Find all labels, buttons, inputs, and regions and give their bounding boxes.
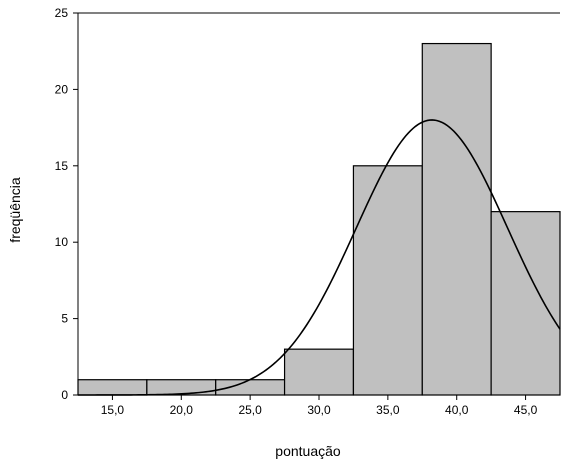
- x-tick-label: 45,0: [514, 403, 538, 417]
- x-tick-label: 25,0: [238, 403, 262, 417]
- histogram-bar: [490, 211, 561, 396]
- histogram-bar: [352, 165, 423, 396]
- y-tick-label: 20: [55, 82, 69, 96]
- y-tick-label: 15: [55, 159, 69, 173]
- histogram-bar: [283, 348, 355, 396]
- histogram-bar: [146, 379, 217, 396]
- histogram-bar: [77, 379, 148, 396]
- y-ticks: 0 5 10 15 20 25: [55, 6, 78, 402]
- y-tick-label: 5: [61, 312, 68, 326]
- x-ticks: 15,0 20,0 25,0 30,0 35,0 40,0 45,0: [101, 395, 538, 417]
- bars-group: [77, 42, 561, 396]
- x-tick-label: 35,0: [376, 403, 400, 417]
- x-tick-label: 20,0: [170, 403, 194, 417]
- y-tick-label: 0: [61, 388, 68, 402]
- y-tick-label: 10: [55, 235, 69, 249]
- histogram-bar: [421, 42, 492, 396]
- x-tick-label: 15,0: [101, 403, 125, 417]
- x-tick-label: 40,0: [445, 403, 469, 417]
- y-axis-title: freqüência: [7, 177, 23, 243]
- x-tick-label: 30,0: [307, 403, 331, 417]
- y-tick-label: 25: [55, 6, 69, 20]
- x-axis-title: pontuação: [275, 443, 341, 459]
